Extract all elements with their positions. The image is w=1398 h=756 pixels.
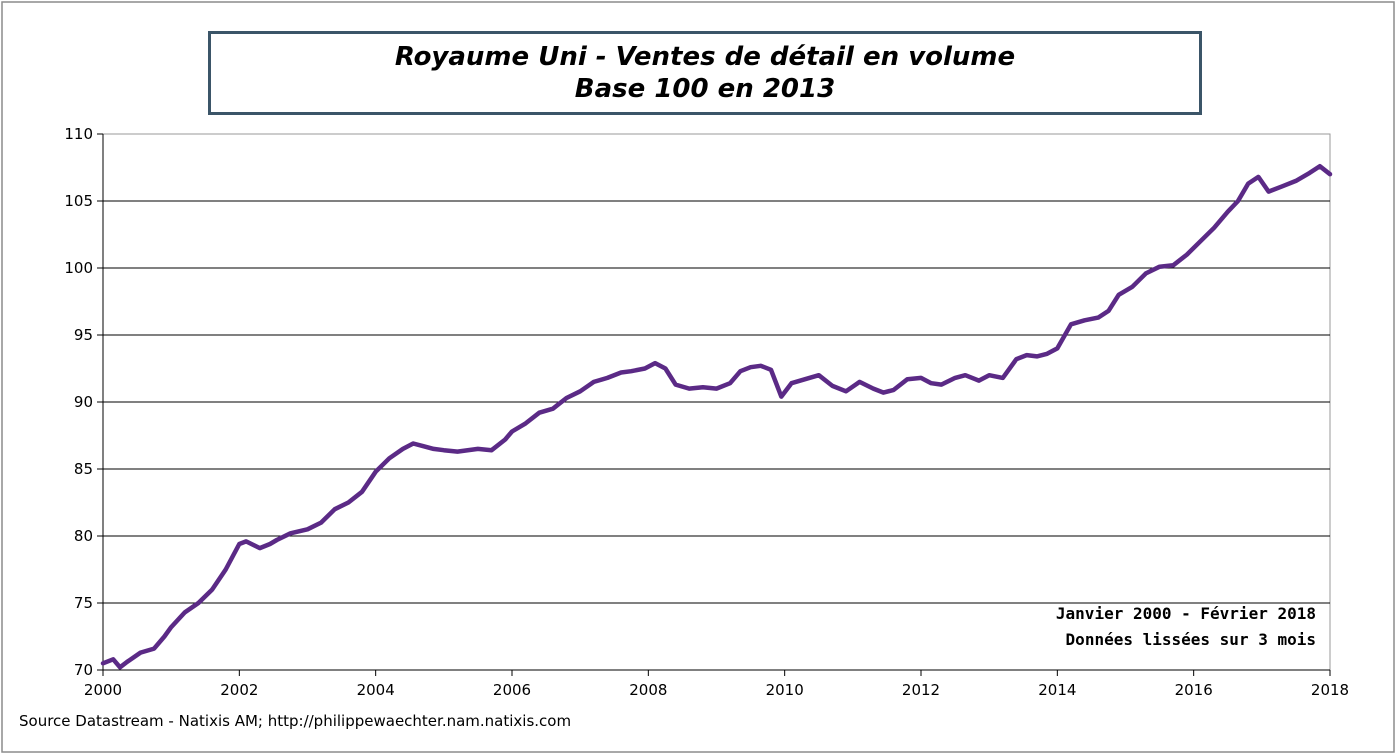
x-tick-label: 2008 bbox=[629, 681, 667, 699]
y-tick-label: 70 bbox=[74, 661, 93, 679]
series-line-0 bbox=[100, 163, 1333, 670]
y-tick-label: 105 bbox=[64, 192, 93, 210]
y-tick-label: 110 bbox=[64, 125, 93, 143]
x-tick-label: 2010 bbox=[766, 681, 804, 699]
x-tick-label: 2002 bbox=[220, 681, 258, 699]
y-tick-label: 75 bbox=[74, 594, 93, 612]
y-tick-label: 85 bbox=[74, 460, 93, 478]
x-tick-label: 2014 bbox=[1038, 681, 1076, 699]
y-tick-label: 95 bbox=[74, 326, 93, 344]
series-group bbox=[100, 163, 1333, 670]
chart-title: Royaume Uni - Ventes de détail en volume bbox=[394, 42, 1016, 72]
x-tick-label: 2000 bbox=[84, 681, 122, 699]
x-tick-label: 2006 bbox=[493, 681, 531, 699]
chart-subtitle: Base 100 en 2013 bbox=[574, 74, 836, 104]
x-tick-label: 2004 bbox=[357, 681, 395, 699]
gridlines bbox=[103, 200, 1330, 604]
x-axis: 2000 2002 2004 2006 2008 2010 2012 2014 2016 2018 bbox=[84, 669, 1349, 699]
annotation-date-range: Janvier 2000 - Février 2018 bbox=[1055, 604, 1316, 623]
y-tick-label: 100 bbox=[64, 259, 93, 277]
title-box: Royaume Uni - Ventes de détail en volume… bbox=[208, 31, 1202, 115]
x-tick-label: 2012 bbox=[902, 681, 940, 699]
x-tick-label: 2016 bbox=[1175, 681, 1213, 699]
source-note: Source Datastream - Natixis AM; http://p… bbox=[19, 712, 572, 730]
y-tick-label: 90 bbox=[74, 393, 93, 411]
x-tick-label: 2018 bbox=[1311, 681, 1349, 699]
annotation-smoothing: Données lissées sur 3 mois bbox=[1065, 630, 1316, 649]
y-tick-label: 80 bbox=[74, 527, 93, 545]
y-axis: 70 75 80 85 90 95 100 105 110 bbox=[64, 125, 104, 679]
